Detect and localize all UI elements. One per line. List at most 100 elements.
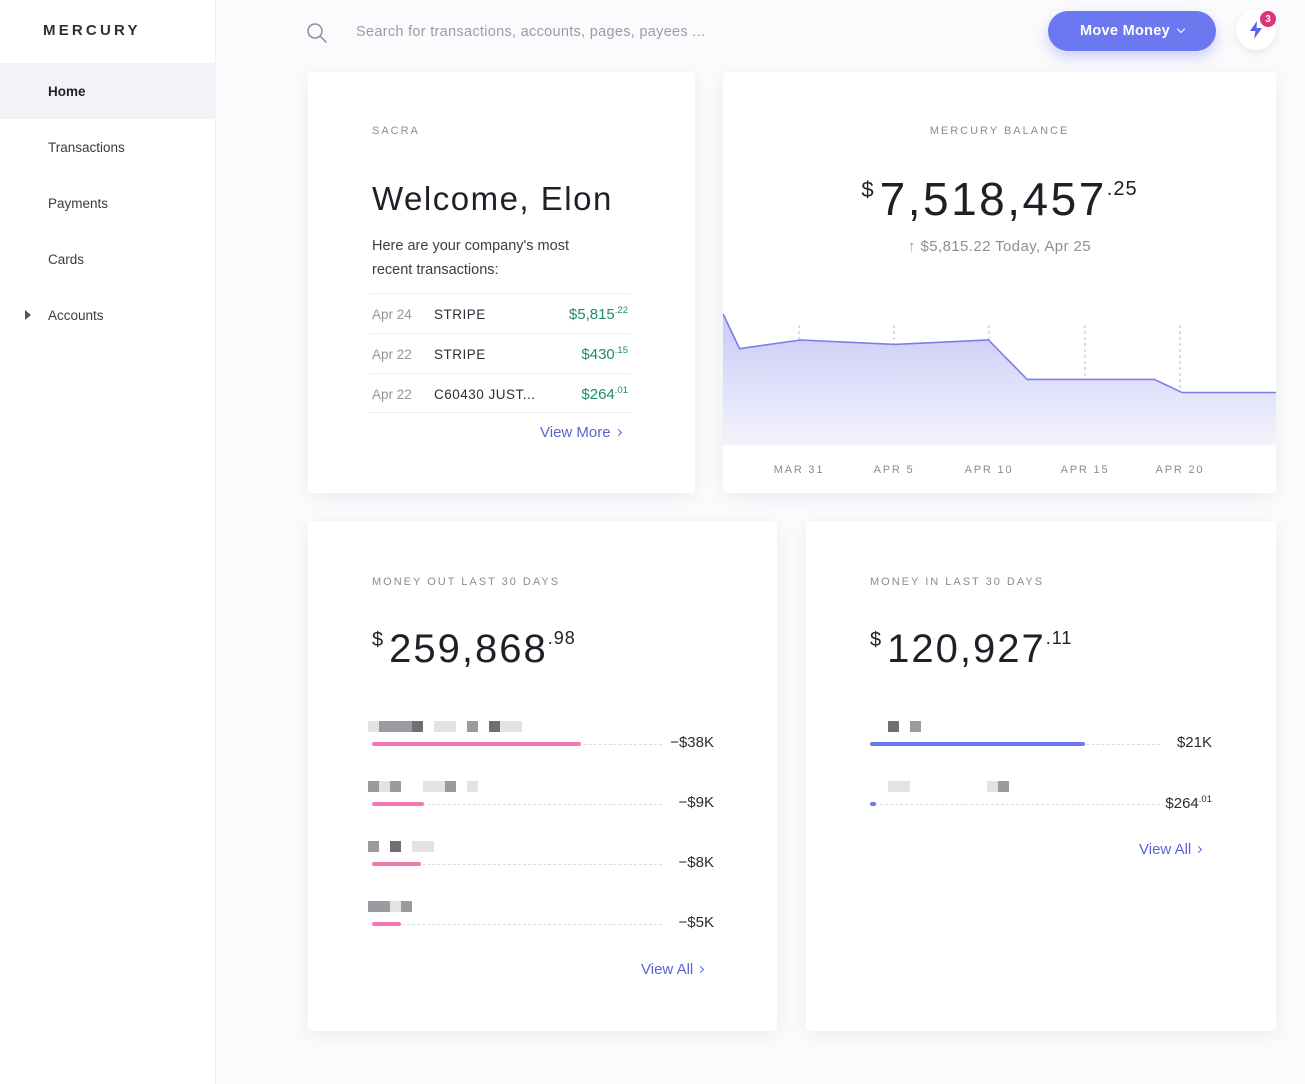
welcome-card: SACRA Welcome, Elon Here are your compan… xyxy=(308,72,695,493)
sidebar-item-label: Transactions xyxy=(48,139,125,155)
bar-fill[interactable] xyxy=(372,802,425,806)
balance-amount: $7,518,457.25 xyxy=(723,172,1276,226)
transaction-payee: STRIPE xyxy=(434,307,486,322)
money-in-label: MONEY IN LAST 30 DAYS xyxy=(870,576,1045,588)
sidebar-item-label: Home xyxy=(48,83,86,99)
redacted-counterparty-name xyxy=(368,781,478,792)
chevron-down-icon xyxy=(1176,24,1186,34)
money-out-amount: $259,868.98 xyxy=(372,627,576,672)
bar-fill[interactable] xyxy=(870,802,876,806)
balance-change-text: $5,815.22 Today, Apr 25 xyxy=(920,238,1091,255)
chevron-right-icon xyxy=(614,428,622,437)
bar-value: −$9K xyxy=(678,794,714,811)
balance-dollars: 7,518,457 xyxy=(879,173,1107,225)
sidebar-item-accounts[interactable]: Accounts xyxy=(0,287,216,343)
bar-value: −$8K xyxy=(678,854,714,871)
bar-fill[interactable] xyxy=(372,922,401,926)
money-out-view-all-link[interactable]: View All xyxy=(641,961,705,978)
bar-track xyxy=(372,924,662,925)
view-more-label: View More xyxy=(540,424,611,441)
amount-cents: .15 xyxy=(614,345,628,356)
transaction-amount: $430.15 xyxy=(581,345,628,363)
notification-badge: 3 xyxy=(1260,11,1276,27)
amount-dollars: $5,815 xyxy=(568,306,615,323)
currency-symbol: $ xyxy=(372,629,384,651)
money-in-view-all-link[interactable]: View All xyxy=(1139,841,1203,858)
money-out-label: MONEY OUT LAST 30 DAYS xyxy=(372,576,561,588)
sidebar-item-cards[interactable]: Cards xyxy=(0,231,216,287)
bar-fill[interactable] xyxy=(870,742,1085,746)
transaction-row[interactable]: Apr 24 STRIPE $5,815.22 xyxy=(370,293,630,333)
money-in-cents: .11 xyxy=(1045,628,1073,648)
money-in-dollars: 120,927 xyxy=(887,627,1046,671)
transaction-row[interactable]: Apr 22 STRIPE $430.15 xyxy=(370,333,630,373)
caret-right-icon[interactable] xyxy=(25,310,31,320)
money-out-cents: .98 xyxy=(547,628,576,648)
balance-area xyxy=(723,313,1276,445)
search-input[interactable] xyxy=(356,20,776,44)
amount-cents: .01 xyxy=(614,385,628,396)
money-out-card: MONEY OUT LAST 30 DAYS $259,868.98 −$38K… xyxy=(308,521,777,1031)
move-money-label: Move Money xyxy=(1079,23,1170,39)
sidebar-item-label: Payments xyxy=(48,195,109,211)
balance-label: MERCURY BALANCE xyxy=(929,125,1070,137)
bar-fill[interactable] xyxy=(372,862,422,866)
balance-card: MERCURY BALANCE $7,518,457.25 ↑ $5,815.2… xyxy=(723,72,1276,493)
currency-symbol: $ xyxy=(870,629,882,651)
transaction-row[interactable]: Apr 22 C60430 JUST... $264.01 xyxy=(370,373,630,413)
redacted-counterparty-name xyxy=(368,721,522,732)
chevron-right-icon xyxy=(697,965,705,974)
x-axis-tick-label: APR 20 xyxy=(1155,464,1205,476)
sidebar-item-label: Cards xyxy=(48,251,85,267)
welcome-title: Welcome, Elon xyxy=(372,180,613,217)
transaction-amount: $5,815.22 xyxy=(569,305,628,323)
search-icon xyxy=(307,23,327,43)
transaction-payee: C60430 JUST... xyxy=(434,387,536,402)
bar-value: −$38K xyxy=(670,734,714,751)
sidebar: MERCURY Home Transactions Payments Cards… xyxy=(0,0,216,1084)
move-money-button[interactable]: Move Money xyxy=(1048,11,1216,51)
bar-track xyxy=(372,864,662,865)
bar-track xyxy=(870,804,1160,805)
currency-symbol: $ xyxy=(861,177,874,202)
balance-cents: .25 xyxy=(1106,178,1138,200)
amount-dollars: $430 xyxy=(581,346,615,363)
x-axis-tick-label: APR 15 xyxy=(1060,464,1110,476)
x-axis-tick-label: MAR 31 xyxy=(773,464,825,476)
amount-dollars: $264 xyxy=(581,386,615,403)
x-axis-tick-label: APR 10 xyxy=(964,464,1014,476)
money-in-amount: $120,927.11 xyxy=(870,627,1072,672)
sidebar-item-label: Accounts xyxy=(48,307,104,323)
sidebar-item-payments[interactable]: Payments xyxy=(0,175,216,231)
balance-change: ↑ $5,815.22 Today, Apr 25 xyxy=(723,238,1276,255)
balance-area-chart[interactable] xyxy=(723,305,1276,445)
transaction-date: Apr 22 xyxy=(372,387,412,402)
bar-track xyxy=(372,804,662,805)
redacted-counterparty-name xyxy=(368,841,434,852)
money-out-dollars: 259,868 xyxy=(389,627,548,671)
money-in-card: MONEY IN LAST 30 DAYS $120,927.11 $21K $2… xyxy=(806,521,1276,1031)
chevron-right-icon xyxy=(1195,845,1203,854)
transaction-payee: STRIPE xyxy=(434,347,486,362)
bar-value: $264.01 xyxy=(1165,794,1212,812)
bar-fill[interactable] xyxy=(372,742,581,746)
lightning-bolt-icon xyxy=(1250,21,1262,39)
redacted-counterparty-name xyxy=(866,721,921,732)
transaction-date: Apr 22 xyxy=(372,347,412,362)
company-label: SACRA xyxy=(372,125,420,137)
welcome-subtitle: Here are your company's most recent tran… xyxy=(372,238,569,278)
amount-cents: .22 xyxy=(614,305,628,316)
sidebar-item-home[interactable]: Home xyxy=(0,63,216,119)
view-all-label: View All xyxy=(641,961,694,978)
arrow-up-icon: ↑ xyxy=(908,238,916,255)
transaction-amount: $264.01 xyxy=(581,385,628,403)
view-all-label: View All xyxy=(1139,841,1192,858)
mercury-logo[interactable]: MERCURY xyxy=(43,22,141,39)
x-axis-tick-label: APR 5 xyxy=(873,464,915,476)
redacted-counterparty-name xyxy=(368,901,412,912)
bar-value: −$5K xyxy=(678,914,714,931)
redacted-counterparty-name xyxy=(866,781,1009,792)
view-more-link[interactable]: View More xyxy=(540,424,622,441)
balance-line xyxy=(723,313,1276,394)
sidebar-item-transactions[interactable]: Transactions xyxy=(0,119,216,175)
